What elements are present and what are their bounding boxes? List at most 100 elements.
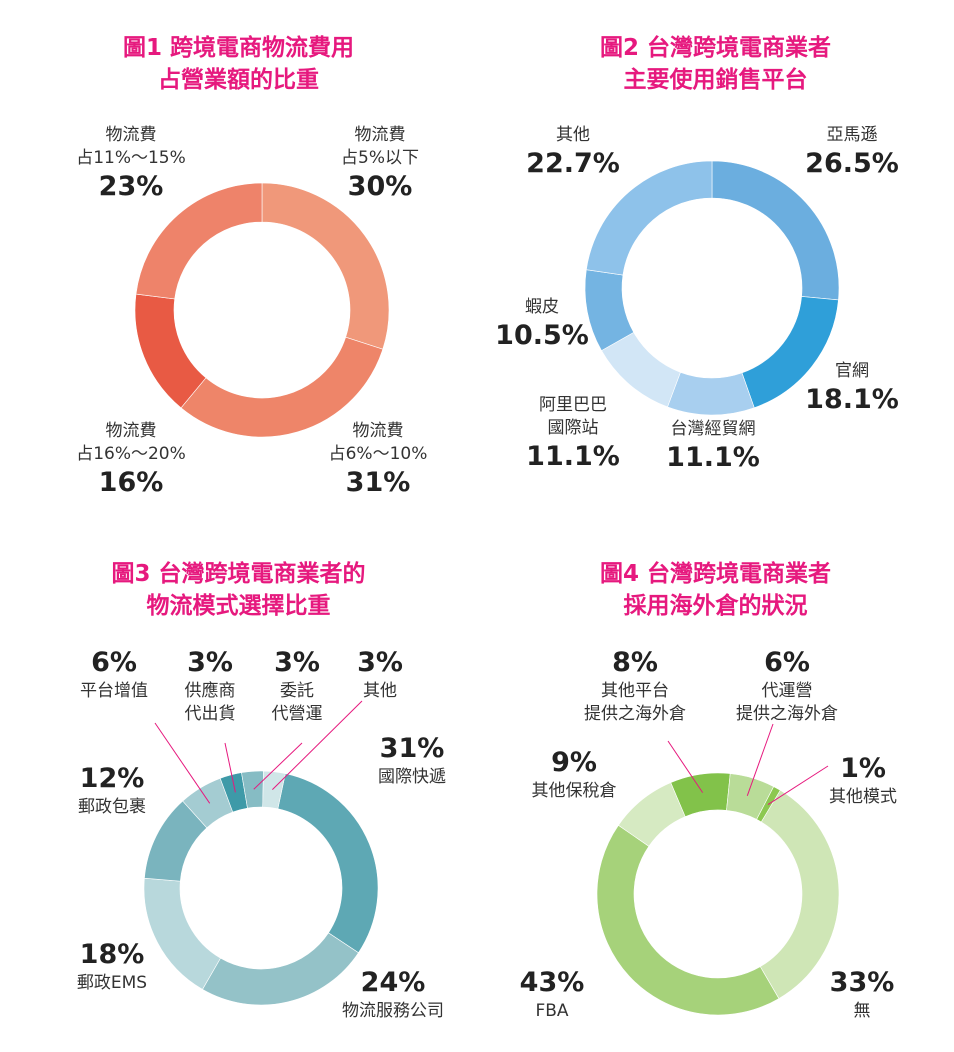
slice-value: 11.1%	[666, 442, 760, 473]
donut-chart	[584, 160, 840, 416]
chart-panel-1: 圖1 跨境電商物流費用 占營業額的比重 物流費 占5%以下 30% 物流費 占6…	[0, 0, 477, 526]
slice-label: 亞馬遜 26.5%	[805, 124, 899, 181]
slice-label-line: 亞馬遜	[826, 125, 878, 145]
slice-label-line: 物流費	[352, 421, 404, 441]
slice-label-line: 其他平台	[601, 681, 669, 701]
slice-value: 10.5%	[495, 320, 589, 351]
slice-label: 8% 其他平台 提供之海外倉	[584, 646, 686, 726]
chart-title-line: 採用海外倉的狀況	[623, 593, 808, 619]
slice-label: 18% 郵政EMS	[77, 938, 147, 995]
slice-value: 22.7%	[526, 148, 620, 179]
slice-label-line: 蝦皮	[524, 297, 559, 317]
donut-slice	[667, 371, 755, 416]
leader-line	[767, 765, 829, 805]
slice-value: 1%	[840, 753, 886, 784]
slice-value: 6%	[91, 647, 137, 678]
slice-value: 18.1%	[805, 384, 899, 415]
donut-slice	[135, 182, 263, 300]
slice-label-line: 物流費	[105, 125, 157, 145]
chart-panel-3: 圖3 台灣跨境電商業者的 物流模式選擇比重 31% 國際快遞 24% 物流服務公…	[0, 526, 477, 1052]
slice-label-line: 阿里巴巴	[538, 395, 607, 415]
donut-slice	[262, 770, 286, 810]
donut-slice	[261, 182, 390, 350]
chart-panel-4: 圖4 台灣跨境電商業者 採用海外倉的狀況 8% 其他平台 提供之海外倉 6% 代…	[477, 526, 954, 1052]
slice-value: 16%	[98, 467, 164, 498]
slice-label-line: 郵政EMS	[76, 973, 148, 993]
slice-label-line: 提供之海外倉	[736, 704, 838, 724]
leader-line	[224, 742, 236, 793]
slice-value: 12%	[79, 763, 145, 794]
slice-label-line: FBA	[535, 1001, 569, 1021]
slice-value: 24%	[360, 967, 426, 998]
donut-slice	[143, 877, 221, 990]
slice-value: 11.1%	[526, 441, 620, 472]
chart-title: 圖3 台灣跨境電商業者的 物流模式選擇比重	[0, 558, 477, 622]
chart-title-line: 占營業額的比重	[158, 67, 319, 93]
slice-value: 9%	[551, 747, 597, 778]
leader-line	[667, 740, 704, 793]
donut-slice	[711, 160, 840, 301]
slice-label-line: 平台增值	[80, 681, 148, 701]
slice-label-line: 其他	[555, 125, 590, 145]
donut-slice	[202, 932, 359, 1006]
chart-title: 圖2 台灣跨境電商業者 主要使用銷售平台	[477, 32, 954, 96]
slice-label: 31% 國際快遞	[378, 732, 446, 789]
slice-label: 3% 委託 代營運	[272, 646, 323, 726]
slice-value: 43%	[519, 967, 585, 998]
slice-label-line: 國際站	[547, 418, 599, 438]
slice-label-line: 占6%～10%	[328, 444, 428, 464]
slice-label-line: 台灣經貿網	[670, 419, 756, 439]
leader-line	[746, 723, 774, 796]
slice-value: 23%	[98, 171, 164, 202]
donut-slice	[277, 773, 379, 954]
donut-slice	[585, 160, 713, 276]
slice-value: 18%	[79, 939, 145, 970]
slice-label: 物流費 占11%～15% 23%	[76, 124, 186, 204]
donut-slice	[617, 782, 686, 847]
slice-label-line: 物流費	[354, 125, 406, 145]
slice-label: 33% 無	[830, 966, 895, 1023]
slice-value: 33%	[829, 967, 895, 998]
chart-title-line: 主要使用銷售平台	[623, 67, 808, 93]
leader-line	[253, 742, 303, 790]
slice-label-line: 供應商	[184, 681, 236, 701]
slice-label-line: 官網	[834, 361, 869, 381]
slice-value: 8%	[612, 647, 658, 678]
slice-value: 3%	[357, 647, 403, 678]
leader-line	[272, 700, 363, 791]
slice-value: 31%	[345, 467, 411, 498]
slice-label-line: 國際快遞	[378, 767, 446, 787]
slice-label: 6% 代運營 提供之海外倉	[736, 646, 838, 726]
slice-label-line: 提供之海外倉	[584, 704, 686, 724]
slice-value: 26.5%	[805, 148, 899, 179]
slice-value: 3%	[187, 647, 233, 678]
donut-slice	[134, 293, 207, 409]
chart-title-line: 圖1 跨境電商物流費用	[122, 35, 354, 61]
slice-label-line: 代營運	[271, 704, 323, 724]
slice-label: 阿里巴巴 國際站 11.1%	[526, 394, 620, 474]
chart-title-line: 圖4 台灣跨境電商業者	[599, 561, 831, 587]
slice-value: 6%	[764, 647, 810, 678]
slice-label: 3% 其他	[357, 646, 403, 703]
slice-label-line: 其他模式	[829, 787, 897, 807]
slice-label: 其他 22.7%	[526, 124, 620, 181]
donut-chart	[143, 700, 379, 1006]
chart-title-line: 圖3 台灣跨境電商業者的	[111, 561, 366, 587]
slice-label-line: 其他保稅倉	[531, 781, 617, 801]
slice-label: 24% 物流服務公司	[342, 966, 444, 1023]
chart-title-line: 物流模式選擇比重	[146, 593, 331, 619]
slice-label-line: 無	[853, 1001, 871, 1021]
slice-value: 3%	[274, 647, 320, 678]
slice-label-line: 占5%以下	[341, 148, 419, 168]
slice-label: 1% 其他模式	[829, 752, 897, 809]
chart-panel-2: 圖2 台灣跨境電商業者 主要使用銷售平台 亞馬遜 26.5% 官網 18.1% …	[477, 0, 954, 526]
slice-value: 31%	[379, 733, 445, 764]
slice-label: 3% 供應商 代出貨	[185, 646, 236, 726]
slice-label: 9% 其他保稅倉	[532, 746, 617, 803]
slice-label: 物流費 占5%以下 30%	[341, 124, 419, 204]
slice-label-line: 代運營	[761, 681, 813, 701]
donut-slice	[596, 824, 780, 1016]
donut-chart	[596, 723, 840, 1016]
slice-label-line: 占16%～20%	[76, 444, 186, 464]
donut-slice	[759, 789, 840, 999]
